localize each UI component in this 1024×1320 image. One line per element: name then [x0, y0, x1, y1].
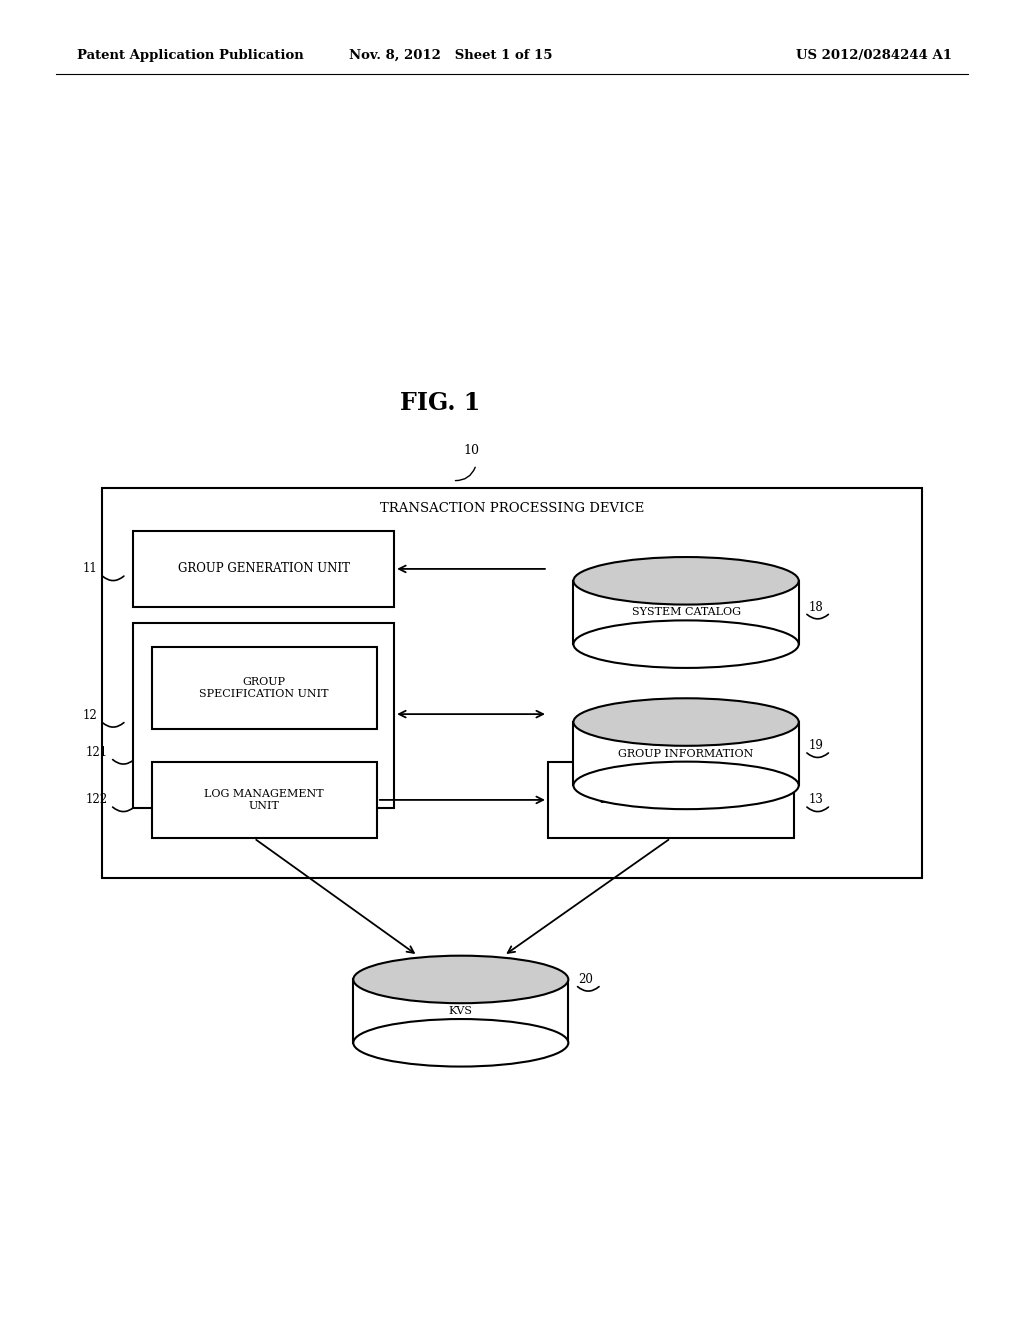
- Text: GROUP
SPECIFICATION UNIT: GROUP SPECIFICATION UNIT: [200, 677, 329, 698]
- Bar: [152, 762, 377, 838]
- Text: Nov. 8, 2012   Sheet 1 of 15: Nov. 8, 2012 Sheet 1 of 15: [349, 49, 552, 62]
- Bar: [133, 623, 394, 808]
- Bar: [353, 979, 568, 1043]
- Text: GROUP INFORMATION: GROUP INFORMATION: [618, 748, 754, 759]
- Text: FIG. 1: FIG. 1: [400, 391, 480, 414]
- Text: 19: 19: [809, 739, 824, 752]
- Text: US 2012/0284244 A1: US 2012/0284244 A1: [797, 49, 952, 62]
- FancyArrowPatch shape: [456, 467, 475, 480]
- Text: 13: 13: [809, 793, 824, 807]
- Bar: [548, 762, 794, 838]
- Text: LOG MANAGEMENT
UNIT: LOG MANAGEMENT UNIT: [205, 789, 324, 810]
- FancyArrowPatch shape: [807, 807, 828, 812]
- FancyArrowPatch shape: [102, 722, 124, 727]
- FancyArrowPatch shape: [807, 752, 828, 758]
- Bar: [573, 581, 799, 644]
- Bar: [102, 488, 922, 878]
- Bar: [152, 647, 377, 729]
- FancyArrowPatch shape: [578, 986, 599, 991]
- Bar: [133, 531, 394, 607]
- Text: 10: 10: [463, 444, 479, 457]
- Ellipse shape: [573, 620, 799, 668]
- Ellipse shape: [353, 1019, 568, 1067]
- Ellipse shape: [353, 956, 568, 1003]
- FancyArrowPatch shape: [113, 807, 134, 812]
- Text: 12: 12: [83, 709, 97, 722]
- Text: TRANSACTION PROCESSING DEVICE: TRANSACTION PROCESSING DEVICE: [380, 502, 644, 515]
- Bar: [573, 722, 799, 785]
- Text: GROUP GENERATION UNIT: GROUP GENERATION UNIT: [178, 562, 349, 576]
- Text: 18: 18: [809, 601, 823, 614]
- FancyArrowPatch shape: [102, 576, 124, 581]
- Text: SYSTEM CATALOG: SYSTEM CATALOG: [632, 607, 740, 618]
- FancyArrowPatch shape: [113, 759, 134, 764]
- Text: 122: 122: [85, 793, 108, 807]
- Ellipse shape: [573, 557, 799, 605]
- Text: 11: 11: [83, 562, 97, 576]
- Ellipse shape: [573, 698, 799, 746]
- FancyArrowPatch shape: [807, 614, 828, 619]
- Text: KVS: KVS: [449, 1006, 473, 1016]
- Text: 121: 121: [85, 746, 108, 759]
- Text: DATA UPDATING UNIT: DATA UPDATING UNIT: [600, 793, 741, 807]
- Ellipse shape: [573, 762, 799, 809]
- Text: 20: 20: [579, 973, 594, 986]
- Text: TRANSACTION
PROCESSING UNIT: TRANSACTION PROCESSING UNIT: [207, 647, 322, 668]
- Text: Patent Application Publication: Patent Application Publication: [77, 49, 303, 62]
